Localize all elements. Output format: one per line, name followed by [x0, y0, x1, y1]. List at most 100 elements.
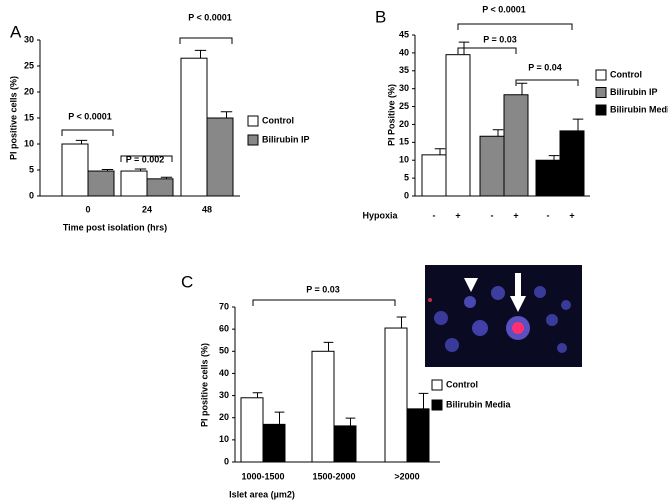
annotation: P < 0.0001 — [188, 12, 232, 22]
bar — [61, 143, 89, 197]
error-bar — [572, 118, 584, 131]
legend-swatch — [431, 379, 443, 391]
x-tick-label: - — [547, 210, 550, 220]
x-tick-label: 48 — [202, 204, 212, 214]
annotation: P = 0.002 — [126, 154, 165, 164]
bracket — [252, 299, 396, 306]
error-bar — [101, 168, 114, 172]
x-axis-label: Islet area (µm2) — [229, 489, 295, 499]
error-bar — [345, 417, 356, 426]
error-bar — [492, 129, 504, 137]
bar — [120, 170, 148, 197]
y-tick-label: 10 — [24, 138, 34, 148]
y-tick-label: 25 — [399, 101, 409, 111]
y-tick-label: 15 — [399, 137, 409, 147]
error-bar — [220, 111, 233, 118]
legend-swatch — [595, 104, 607, 116]
bar — [406, 408, 430, 463]
y-axis-label: PI positive cells (%) — [8, 76, 18, 160]
x-axis-label: Hypoxia — [362, 210, 398, 220]
error-bar — [396, 316, 407, 329]
x-tick-label: 24 — [142, 204, 152, 214]
legend-swatch — [431, 399, 443, 411]
legend-swatch — [247, 115, 259, 127]
panel-letter: A — [10, 22, 22, 41]
y-tick-label: 5 — [29, 164, 34, 174]
y-tick-label: 40 — [399, 47, 409, 57]
bar — [262, 423, 286, 463]
x-tick-label: - — [491, 210, 494, 220]
error-bar — [194, 49, 207, 59]
legend-label: Bilirubin IP — [262, 134, 310, 144]
x-tick-label: + — [513, 210, 518, 220]
y-tick-label: 10 — [219, 434, 229, 444]
y-tick-label: 5 — [404, 172, 409, 182]
y-tick-label: 20 — [219, 412, 229, 422]
y-tick-label: 0 — [29, 190, 34, 200]
annotation: P = 0.04 — [528, 62, 562, 72]
error-bar — [75, 139, 88, 144]
bar — [479, 135, 505, 197]
bar — [384, 327, 408, 463]
error-bar — [160, 176, 173, 179]
bracket — [457, 23, 573, 30]
x-axis-label: Time post isolation (hrs) — [63, 222, 167, 232]
panel-letter: C — [181, 272, 193, 291]
legend-label: Control — [446, 379, 478, 389]
y-tick-label: 15 — [24, 112, 34, 122]
bar — [87, 170, 115, 197]
bracket — [179, 37, 233, 44]
bar — [535, 159, 561, 197]
y-tick-label: 30 — [24, 34, 34, 44]
x-tick-label: >2000 — [394, 471, 419, 481]
y-tick-label: 20 — [399, 119, 409, 129]
bar — [240, 397, 264, 463]
bar — [503, 94, 529, 197]
bar — [559, 130, 585, 197]
y-tick-label: 45 — [399, 29, 409, 39]
legend-swatch — [595, 87, 607, 98]
error-bar — [252, 392, 263, 398]
error-bar — [548, 155, 560, 161]
error-bar — [434, 148, 446, 155]
annotation: P < 0.0001 — [482, 4, 526, 14]
x-tick-label: - — [433, 210, 436, 220]
error-bar — [274, 411, 285, 425]
y-tick-label: 25 — [24, 60, 34, 70]
bracket — [61, 129, 114, 136]
y-tick-label: 30 — [399, 83, 409, 93]
bar — [311, 350, 335, 463]
x-tick-label: + — [455, 210, 460, 220]
legend-label: Control — [610, 69, 642, 79]
bar — [180, 57, 208, 197]
bracket — [120, 155, 173, 162]
y-tick-label: 35 — [399, 65, 409, 75]
annotation: P = 0.03 — [483, 34, 517, 44]
y-axis-label: PI positive cells (%) — [199, 343, 209, 427]
y-tick-label: 0 — [224, 456, 229, 466]
legend-label: Bilirubin Media — [446, 399, 511, 409]
y-tick-label: 70 — [219, 301, 229, 311]
error-bar — [516, 82, 528, 95]
x-tick-label: + — [569, 210, 574, 220]
x-tick-label: 0 — [85, 204, 90, 214]
y-axis-label: PI Positive (%) — [386, 84, 396, 146]
bar — [445, 54, 471, 197]
legend-label: Control — [262, 115, 294, 125]
bracket — [457, 47, 517, 54]
y-tick-label: 20 — [24, 86, 34, 96]
y-tick-label: 0 — [404, 190, 409, 200]
bar — [146, 178, 174, 197]
micrograph — [425, 265, 582, 367]
y-tick-label: 50 — [219, 346, 229, 356]
panel-letter: B — [375, 7, 386, 26]
x-tick-label: 1000-1500 — [241, 471, 284, 481]
error-bar — [323, 341, 334, 352]
annotation: P < 0.0001 — [68, 111, 112, 121]
legend-label: Bilirubin Media — [610, 104, 668, 114]
y-tick-label: 40 — [219, 368, 229, 378]
y-tick-label: 10 — [399, 155, 409, 165]
y-tick-label: 30 — [219, 390, 229, 400]
bracket — [515, 79, 579, 86]
